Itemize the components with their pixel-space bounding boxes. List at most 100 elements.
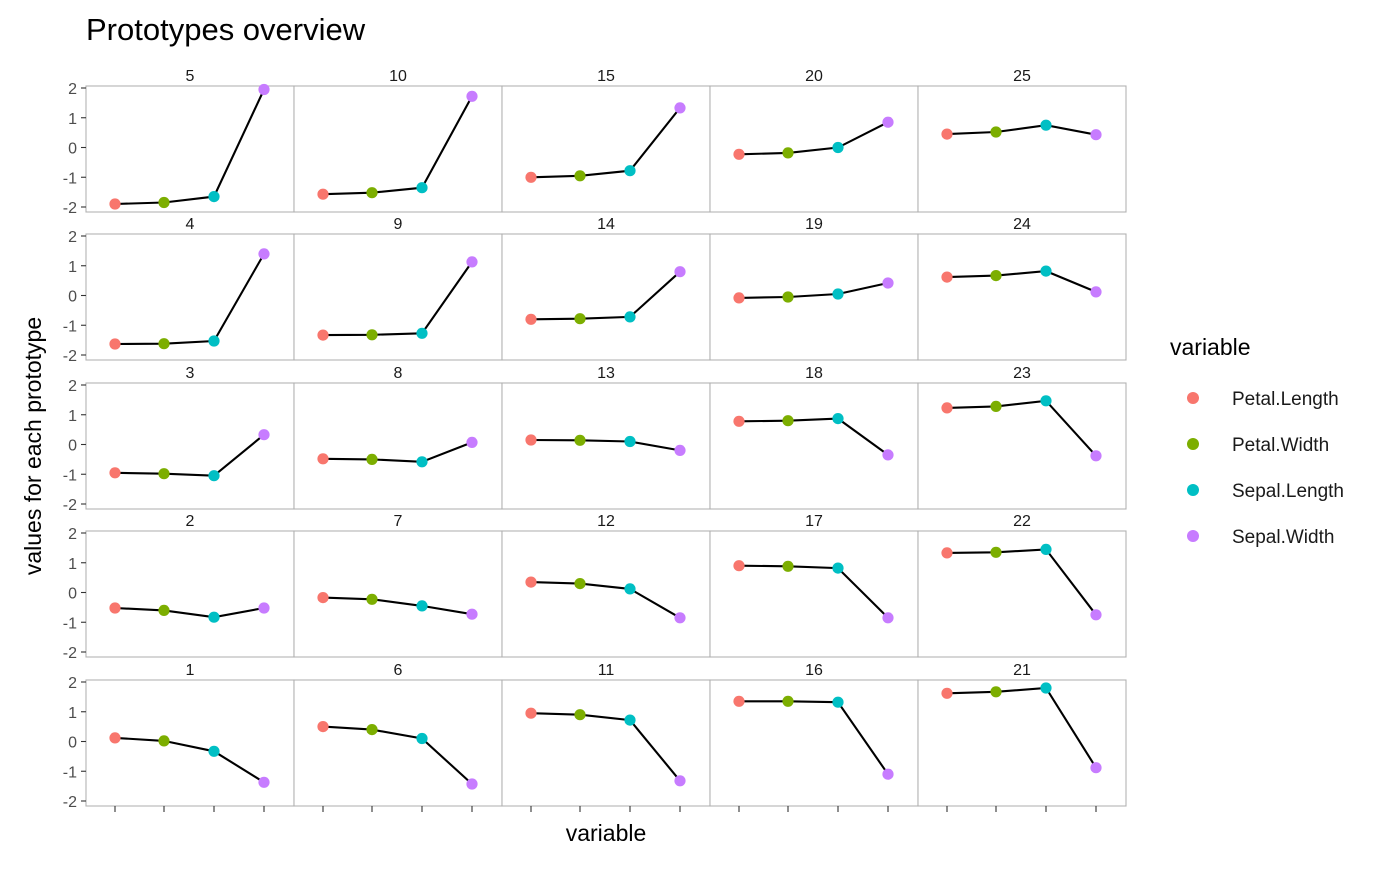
y-tick-label: -1 <box>63 170 77 187</box>
strip-label-12: 12 <box>597 513 615 530</box>
panel-24 <box>917 233 1127 361</box>
point-9-sepal-width <box>466 256 478 268</box>
point-8-petal-width <box>366 453 378 465</box>
series-line-12 <box>530 581 681 619</box>
y-tick-label: 0 <box>68 586 77 603</box>
point-10-sepal-length <box>416 182 428 194</box>
series-line-25 <box>946 124 1097 136</box>
y-tick-label: -1 <box>63 615 77 632</box>
series-line-8 <box>322 441 473 463</box>
point-13-petal-length <box>525 434 537 446</box>
panel-23 <box>917 382 1127 510</box>
point-24-sepal-length <box>1040 265 1052 277</box>
point-9-petal-width <box>366 329 378 341</box>
strip-label-7: 7 <box>394 513 403 530</box>
strip-label-10: 10 <box>389 68 407 85</box>
point-24-sepal-width <box>1090 286 1102 298</box>
strip-label-25: 25 <box>1013 68 1031 85</box>
y-tick-label: -2 <box>63 794 77 811</box>
series-line-22 <box>946 548 1097 616</box>
point-24-petal-length <box>941 271 953 283</box>
point-3-sepal-width <box>258 429 270 441</box>
y-tick-label: 0 <box>68 141 77 158</box>
point-19-petal-length <box>733 292 745 304</box>
strip-label-14: 14 <box>597 216 615 233</box>
point-11-petal-width <box>574 709 586 721</box>
strip-label-9: 9 <box>394 216 403 233</box>
strip-label-23: 23 <box>1013 365 1031 382</box>
point-16-sepal-width <box>882 768 894 780</box>
point-7-petal-length <box>317 592 329 604</box>
point-15-petal-width <box>574 170 586 182</box>
strip-label-16: 16 <box>805 662 823 679</box>
strip-label-18: 18 <box>805 365 823 382</box>
point-6-petal-length <box>317 721 329 733</box>
legend-label-sepal-width: Sepal.Width <box>1232 527 1334 548</box>
point-2-sepal-width <box>258 602 270 614</box>
point-8-sepal-length <box>416 456 428 468</box>
point-3-petal-length <box>109 467 121 479</box>
point-17-sepal-width <box>882 612 894 624</box>
strip-label-4: 4 <box>186 216 195 233</box>
y-tick-label: 2 <box>68 81 77 98</box>
point-11-petal-length <box>525 707 537 719</box>
series-line-5 <box>114 89 265 206</box>
y-tick-label: -2 <box>63 645 77 662</box>
point-23-petal-width <box>990 400 1002 412</box>
point-17-petal-width <box>782 560 794 572</box>
panel-9 <box>293 233 503 361</box>
point-4-sepal-length <box>208 335 220 347</box>
point-5-petal-width <box>158 196 170 209</box>
y-tick-label: 0 <box>68 735 77 752</box>
point-10-petal-width <box>366 187 378 199</box>
series-line-11 <box>530 712 681 782</box>
point-5-sepal-length <box>208 191 220 203</box>
point-9-sepal-length <box>416 327 428 339</box>
series-line-20 <box>738 121 889 156</box>
point-6-sepal-length <box>416 732 428 745</box>
point-21-sepal-width <box>1090 762 1102 774</box>
point-16-petal-length <box>733 695 745 707</box>
strip-label-11: 11 <box>598 662 615 679</box>
y-tick-label: -2 <box>63 497 77 514</box>
strip-label-21: 21 <box>1013 662 1031 679</box>
point-21-sepal-length <box>1040 682 1052 694</box>
point-6-sepal-width <box>466 778 478 790</box>
panel-21 <box>917 679 1127 807</box>
series-line-9 <box>322 261 473 337</box>
y-tick-label: 1 <box>68 111 77 128</box>
panel-18 <box>709 382 919 510</box>
point-13-sepal-width <box>674 444 686 456</box>
point-18-sepal-length <box>832 413 844 425</box>
point-7-sepal-length <box>416 600 428 612</box>
point-23-sepal-length <box>1040 395 1052 407</box>
point-12-petal-length <box>525 576 537 588</box>
series-line-2 <box>114 606 265 619</box>
point-11-sepal-length <box>624 714 636 726</box>
point-21-petal-length <box>941 687 953 699</box>
point-25-petal-width <box>990 126 1002 138</box>
point-22-sepal-width <box>1090 609 1102 621</box>
panel-3 <box>85 382 295 510</box>
point-25-petal-length <box>941 128 953 140</box>
strip-label-19: 19 <box>805 216 823 233</box>
series-line-21 <box>946 686 1097 769</box>
point-12-sepal-width <box>674 612 686 624</box>
legend-key-petal-width <box>1187 438 1199 450</box>
series-line-14 <box>530 270 681 321</box>
point-10-petal-length <box>317 188 329 200</box>
point-10-sepal-width <box>466 90 478 102</box>
panel-12 <box>501 530 711 658</box>
point-24-petal-width <box>990 270 1002 282</box>
point-4-sepal-width <box>258 248 270 260</box>
point-20-petal-width <box>782 147 794 159</box>
chart-title: Prototypes overview <box>86 12 366 47</box>
panel-5 <box>85 85 295 213</box>
point-6-petal-width <box>366 724 378 736</box>
series-line-18 <box>738 417 889 456</box>
y-tick-label: 2 <box>68 229 77 246</box>
point-21-petal-width <box>990 686 1002 698</box>
point-20-sepal-width <box>882 116 894 128</box>
series-line-24 <box>946 270 1097 293</box>
point-17-sepal-length <box>832 562 844 574</box>
